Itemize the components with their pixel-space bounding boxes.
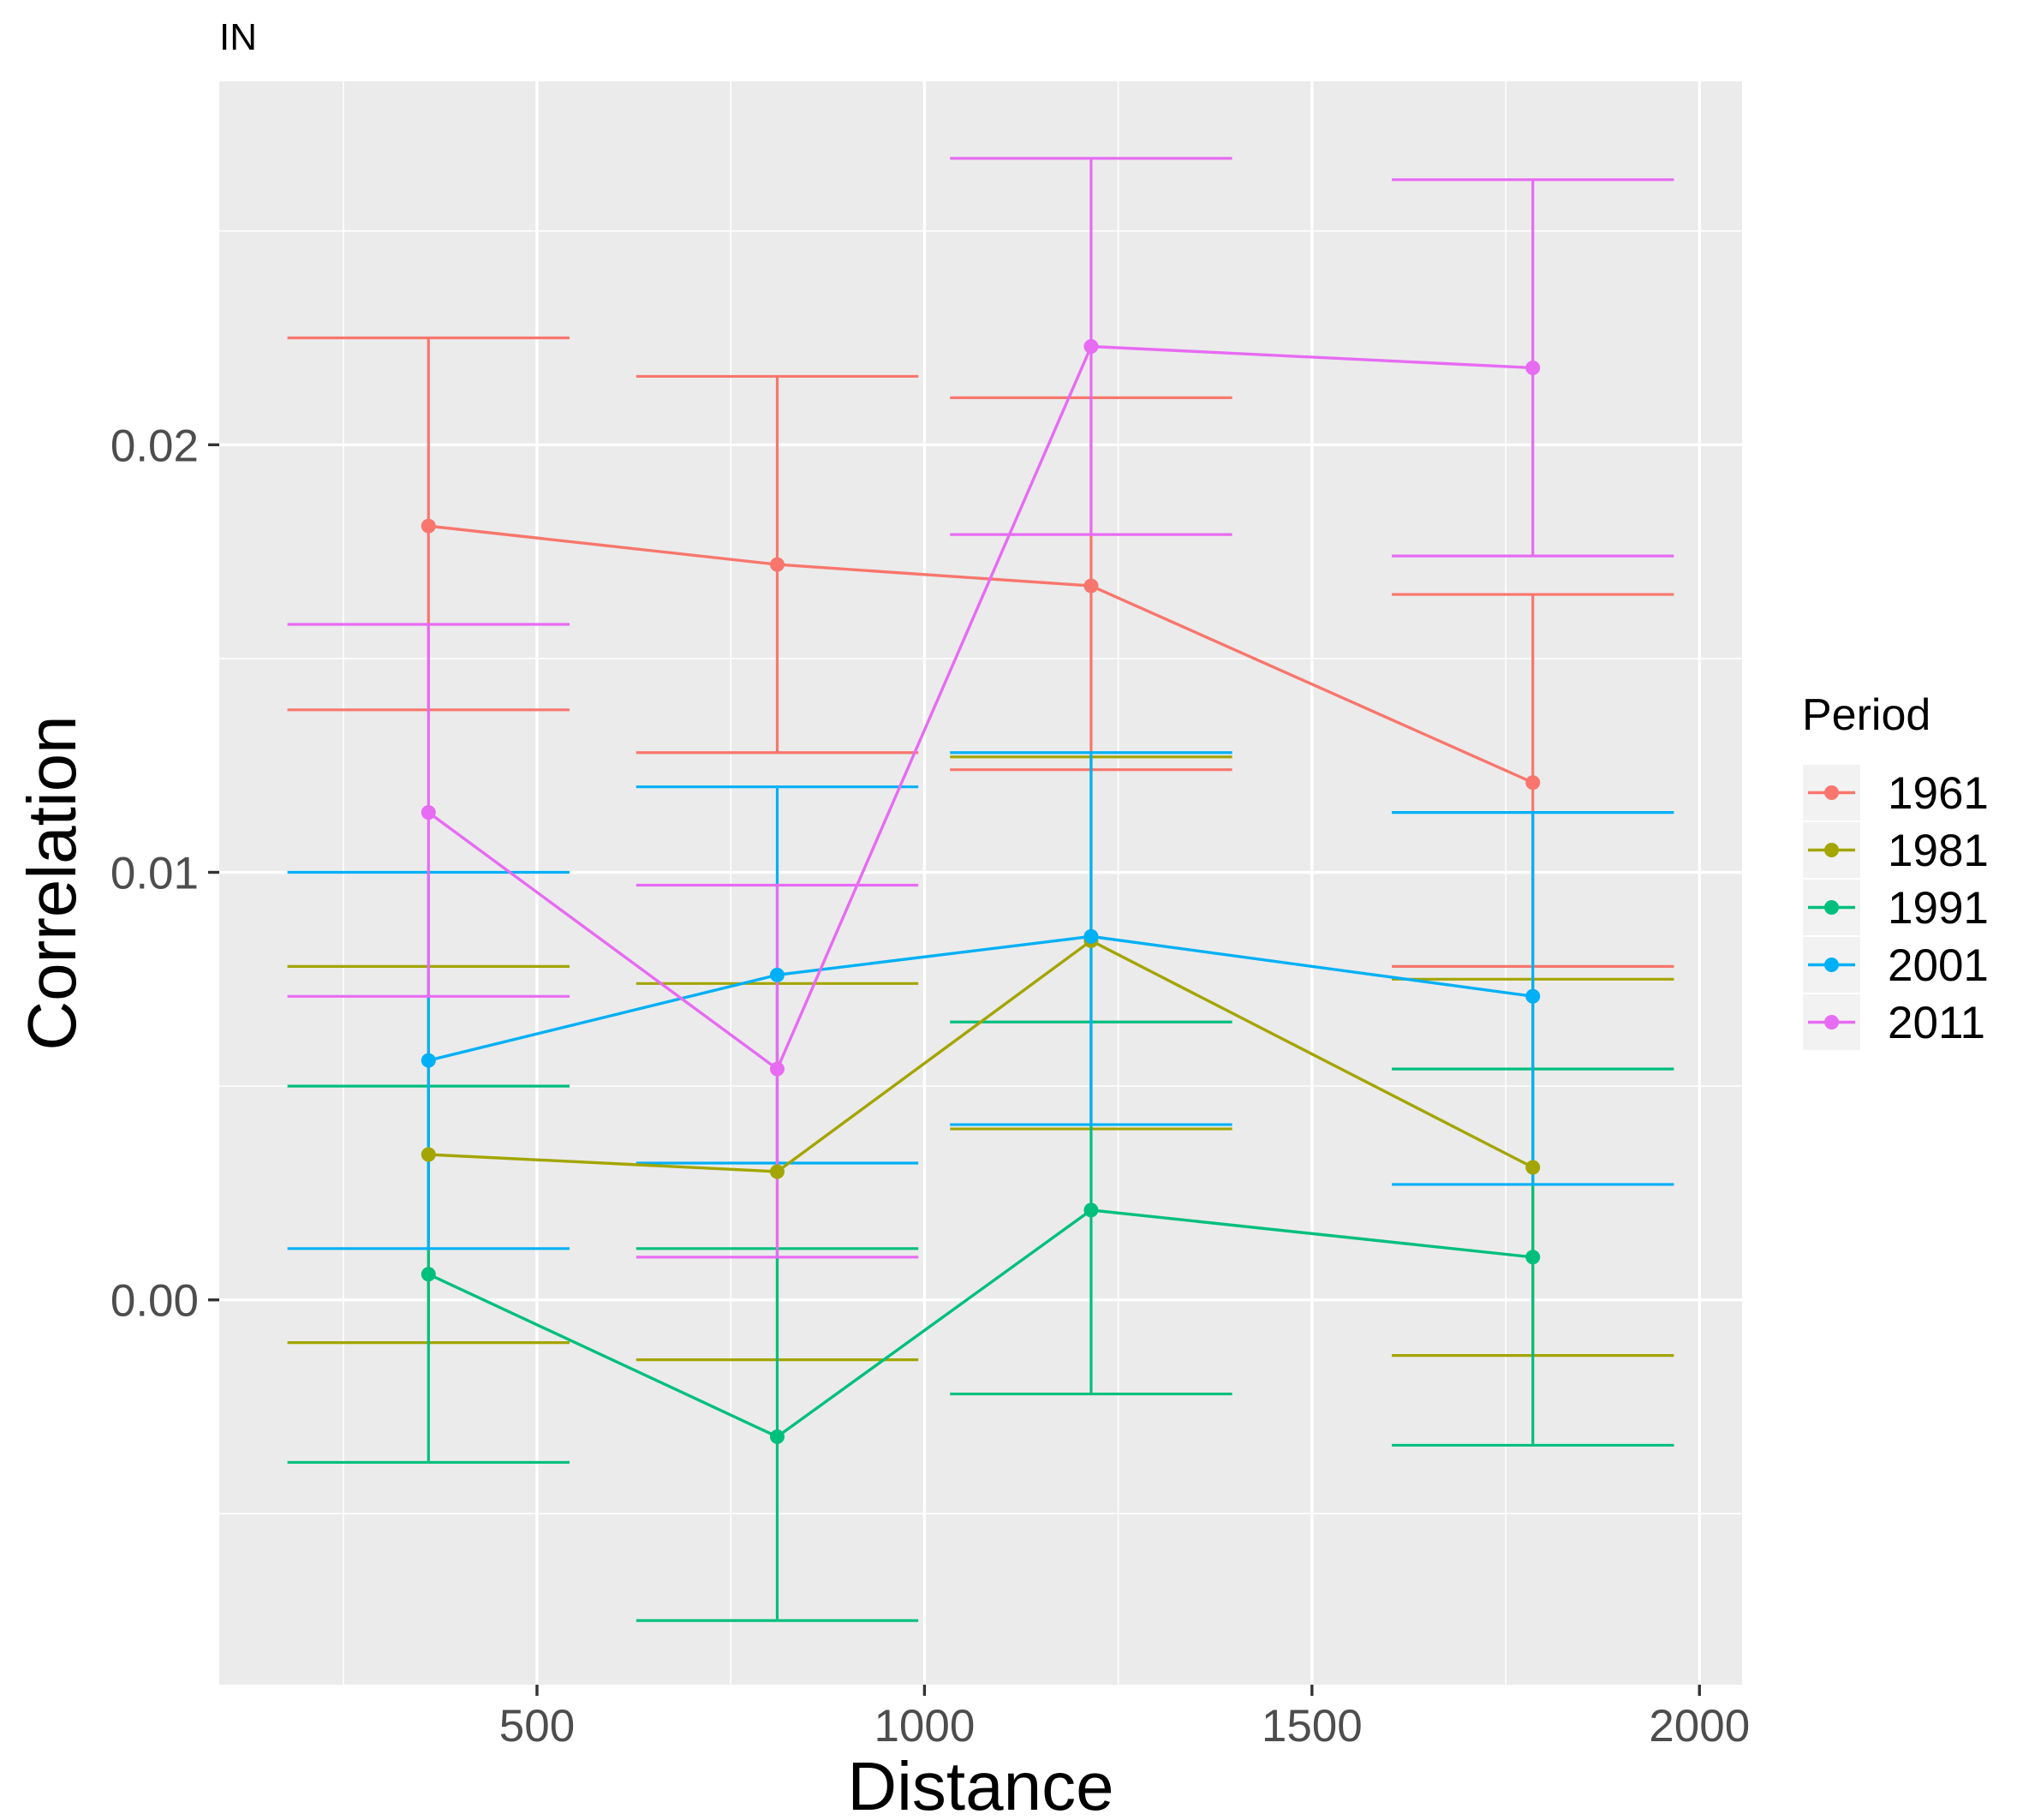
x-axis: 500 1000 1500 2000 bbox=[499, 1685, 1750, 1751]
point-1991 bbox=[1083, 1202, 1099, 1218]
legend-item-2001: 2001 bbox=[1801, 935, 1989, 994]
legend-key-point bbox=[1824, 1015, 1839, 1029]
point-2011 bbox=[1083, 339, 1099, 355]
point-2001 bbox=[1083, 928, 1099, 944]
point-1961 bbox=[1525, 775, 1541, 791]
legend-label: 1991 bbox=[1888, 883, 1989, 934]
legend-key-point bbox=[1824, 785, 1839, 800]
series-line-2011 bbox=[427, 344, 1533, 1071]
legend-label: 1961 bbox=[1888, 768, 1989, 819]
grid-major bbox=[219, 81, 1742, 1685]
point-2001 bbox=[769, 967, 785, 982]
series-points bbox=[421, 339, 1541, 1444]
series-line-1961 bbox=[428, 524, 1534, 785]
legend-item-2011: 2011 bbox=[1801, 993, 1985, 1052]
legend-key-point bbox=[1824, 843, 1839, 857]
point-1961 bbox=[421, 518, 436, 534]
x-tick-label: 2000 bbox=[1649, 1701, 1750, 1751]
point-2001 bbox=[1525, 988, 1541, 1004]
series-line-1991 bbox=[427, 1208, 1533, 1439]
legend-key-point bbox=[1824, 958, 1839, 972]
legend-label: 2001 bbox=[1888, 940, 1989, 991]
legend-title: Period bbox=[1802, 690, 1931, 740]
legend: Period 1961 1981 1991 2001 2011 bbox=[1801, 690, 1989, 1052]
series-lines bbox=[427, 344, 1534, 1439]
series-line-2001 bbox=[427, 934, 1533, 1062]
legend-item-1961: 1961 bbox=[1801, 763, 1989, 822]
point-1991 bbox=[769, 1429, 785, 1444]
point-1961 bbox=[769, 557, 785, 572]
point-1981 bbox=[1525, 1160, 1541, 1175]
point-2011 bbox=[1525, 360, 1541, 375]
point-1991 bbox=[1525, 1250, 1541, 1265]
x-tick-label: 1500 bbox=[1262, 1701, 1363, 1751]
series-line-1981 bbox=[428, 939, 1534, 1173]
y-axis: 0.00 0.01 0.02 bbox=[110, 421, 219, 1327]
y-tick-label: 0.01 bbox=[110, 849, 199, 899]
point-1961 bbox=[1083, 578, 1099, 594]
point-1991 bbox=[421, 1267, 436, 1282]
point-2011 bbox=[421, 805, 436, 820]
x-tick-label: 500 bbox=[499, 1701, 575, 1751]
chart-title: IN bbox=[219, 16, 257, 58]
legend-item-1991: 1991 bbox=[1801, 878, 1989, 937]
legend-label: 2011 bbox=[1888, 998, 1985, 1048]
plot-panel bbox=[219, 81, 1742, 1685]
legend-key-point bbox=[1824, 900, 1839, 915]
x-axis-label: Distance bbox=[847, 1748, 1113, 1820]
point-2011 bbox=[769, 1061, 785, 1077]
point-1981 bbox=[769, 1164, 785, 1179]
point-2001 bbox=[421, 1053, 436, 1068]
point-1981 bbox=[421, 1147, 436, 1162]
legend-label: 1981 bbox=[1888, 826, 1989, 876]
y-tick-label: 0.00 bbox=[110, 1276, 199, 1327]
y-axis-label: Correlation bbox=[14, 715, 90, 1050]
legend-item-1981: 1981 bbox=[1801, 820, 1989, 880]
y-tick-label: 0.02 bbox=[110, 421, 199, 471]
x-tick-label: 1000 bbox=[874, 1701, 975, 1751]
